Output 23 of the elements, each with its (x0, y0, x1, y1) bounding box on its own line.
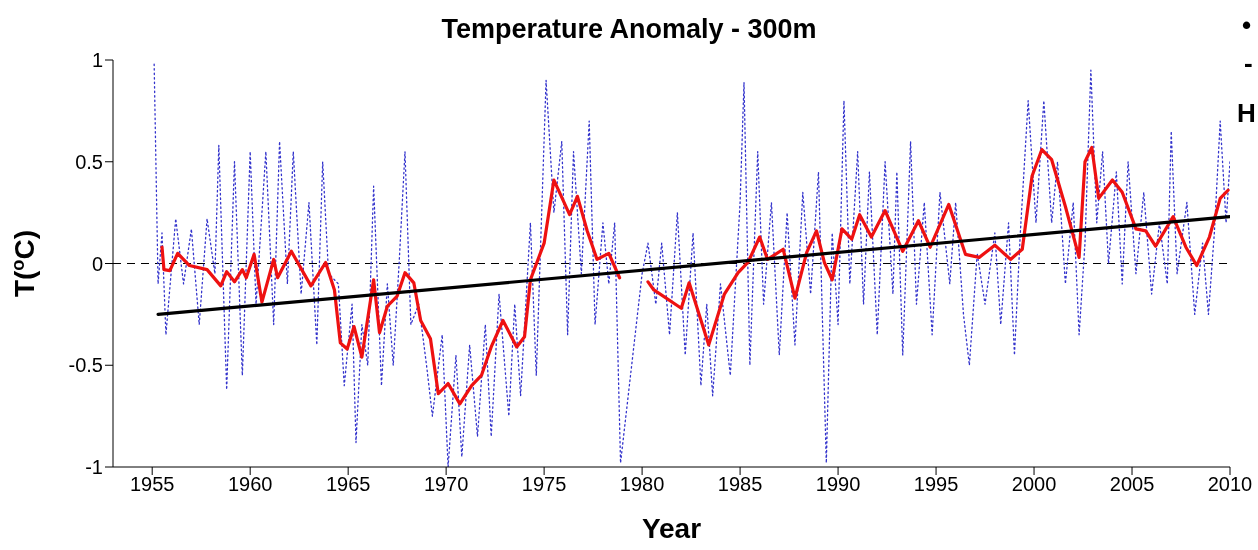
x-tick-label: 2000 (1011, 473, 1057, 496)
line-series (153, 63, 1230, 467)
x-tick-label: 2010 (1207, 473, 1253, 496)
y-tick-label: 1 (91, 49, 103, 72)
x-tick-label: 2005 (1109, 473, 1155, 496)
x-tick-label: 1990 (815, 473, 861, 496)
x-tick-label: 1975 (521, 473, 567, 496)
x-tick-label: 1955 (129, 473, 175, 496)
x-tick-label: 1980 (619, 473, 665, 496)
y-tick-label: -1 (85, 456, 103, 479)
y-tick-label: 0.5 (75, 150, 103, 173)
x-tick-label: 1985 (717, 473, 763, 496)
chart-title: Temperature Anomaly - 300m (441, 14, 817, 44)
y-tick-label: -0.5 (68, 354, 103, 377)
x-axis-title: Year (641, 513, 702, 544)
text: H (1237, 98, 1256, 128)
y-tick-label: 0 (91, 252, 103, 275)
x-tick-label: 1970 (423, 473, 469, 496)
x-tick-label: 1960 (227, 473, 273, 496)
text: - (1244, 48, 1253, 78)
x-tick-label: 1965 (325, 473, 371, 496)
x-tick-label: 1995 (913, 473, 959, 496)
text: • (1242, 10, 1252, 40)
